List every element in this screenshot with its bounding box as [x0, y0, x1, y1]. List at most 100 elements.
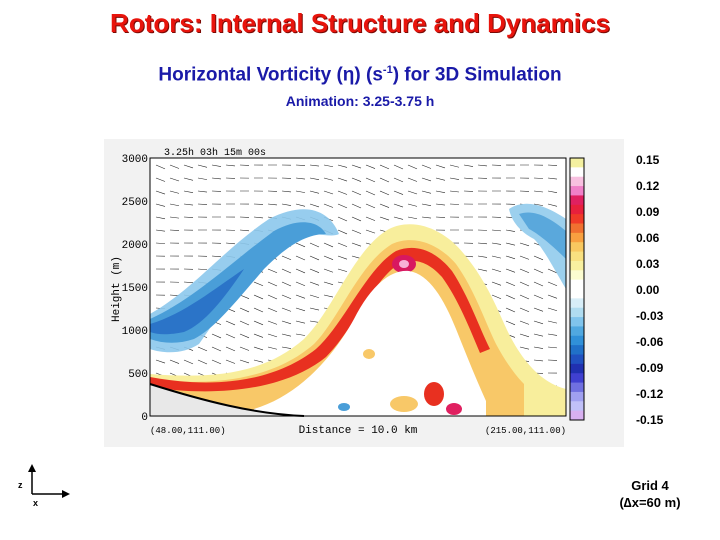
wind-arrow	[323, 177, 334, 181]
right-coordinate: (215.00,111.00)	[485, 426, 566, 436]
colorbar-swatch	[570, 260, 584, 271]
wind-arrow	[309, 307, 320, 311]
wind-arrow	[225, 359, 236, 364]
wind-arrow	[337, 255, 348, 260]
subtitle-prefix: Horizontal Vorticity (	[158, 64, 343, 86]
colorbar-swatch	[570, 251, 584, 262]
wind-arrow	[281, 281, 292, 287]
wind-arrow	[225, 242, 236, 245]
wind-arrow	[435, 203, 446, 206]
wind-arrow	[337, 216, 348, 222]
wind-arrow	[421, 190, 432, 194]
y-tick: 0	[141, 412, 148, 424]
y-axis-label: Height (m)	[111, 256, 123, 322]
wind-arrow	[281, 190, 292, 193]
wind-arrow	[505, 320, 516, 326]
wind-arrow	[169, 216, 180, 219]
wind-arrow	[267, 320, 278, 325]
wind-arrow	[519, 307, 530, 313]
wind-arrow	[519, 294, 530, 300]
wind-arrow	[533, 359, 544, 362]
wind-arrow	[323, 294, 334, 298]
wind-arrow	[169, 359, 180, 364]
interior-blob-orange	[390, 396, 418, 412]
wind-arrow	[239, 307, 250, 313]
wind-arrow	[407, 216, 418, 220]
wind-arrow	[253, 320, 264, 326]
colorbar-label: -0.12	[636, 387, 664, 401]
wind-arrow	[183, 164, 194, 169]
wind-arrow	[533, 333, 544, 337]
wind-arrow	[169, 229, 180, 231]
y-tick: 3000	[122, 154, 148, 166]
wind-arrow	[379, 190, 390, 196]
wind-arrow	[547, 294, 558, 299]
wind-arrow	[435, 190, 446, 193]
wind-arrow	[407, 177, 418, 182]
wind-arrow	[505, 294, 516, 300]
vorticity-plot: 3000 2500 2000 1500 1000 500 0 Height (m…	[104, 139, 624, 447]
colorbar-label: 0.06	[636, 231, 660, 245]
subtitle-unit: ) (s	[354, 64, 383, 86]
wind-arrow	[393, 203, 404, 208]
wind-arrow	[197, 190, 208, 193]
wind-arrow	[351, 164, 362, 169]
wind-arrow	[491, 294, 502, 299]
wind-arrow	[491, 255, 502, 259]
wind-arrow	[295, 268, 306, 274]
wind-arrow	[267, 268, 278, 274]
wind-arrow	[351, 190, 362, 196]
grid-info: Grid 4 (∆x=60 m)	[600, 477, 700, 511]
wind-arrow	[351, 216, 362, 222]
wind-arrow	[449, 164, 460, 168]
wind-arrow	[533, 190, 544, 193]
wind-arrow	[323, 190, 334, 195]
colorbar-swatch	[570, 204, 584, 215]
colorbar-swatch	[570, 391, 584, 402]
colorbar-swatch	[570, 232, 584, 243]
wind-arrow	[323, 268, 334, 273]
wind-arrow	[281, 255, 292, 261]
wind-arrow	[281, 294, 292, 300]
subtitle-eta-symbol: η	[342, 64, 355, 86]
wind-arrow	[281, 203, 292, 206]
wind-arrow	[197, 359, 208, 365]
wind-arrow	[533, 346, 544, 349]
interior-blob-red	[424, 382, 444, 406]
wind-arrow	[267, 281, 278, 287]
wind-arrow	[323, 281, 334, 285]
wind-arrow	[547, 320, 558, 324]
wind-arrow	[463, 177, 474, 180]
wind-arrow	[407, 190, 418, 195]
colorbar-frame	[569, 157, 585, 421]
wind-arrow	[197, 177, 208, 180]
wind-arrow	[491, 242, 502, 245]
wind-arrow	[211, 255, 222, 258]
wind-arrow	[267, 203, 278, 206]
colorbar-swatch	[570, 195, 584, 206]
wind-arrow	[295, 333, 306, 336]
wind-arrow	[295, 190, 306, 193]
wind-arrow	[211, 333, 222, 339]
wind-arrow	[267, 333, 278, 338]
wind-arrow	[295, 177, 306, 180]
wind-arrow	[295, 281, 306, 287]
z-axis-letter: z	[18, 480, 23, 490]
slide-title: Rotors: Internal Structure and Dynamics	[110, 8, 610, 38]
wind-arrow	[253, 346, 264, 351]
wind-arrow	[169, 164, 180, 169]
colorbar-swatch	[570, 335, 584, 346]
wind-arrow	[421, 203, 432, 206]
wind-arrow	[225, 320, 236, 326]
wind-arrow	[365, 190, 376, 196]
colorbar-swatch	[570, 158, 584, 168]
wind-arrow	[519, 268, 530, 274]
wind-arrow	[435, 177, 446, 181]
wind-arrow	[183, 281, 194, 283]
wind-arrow	[337, 164, 348, 168]
colorbar-swatch	[570, 345, 584, 355]
wind-arrow	[351, 177, 362, 182]
wind-arrow	[323, 203, 334, 208]
colorbar-swatch	[570, 382, 584, 393]
wind-arrow	[309, 177, 320, 180]
